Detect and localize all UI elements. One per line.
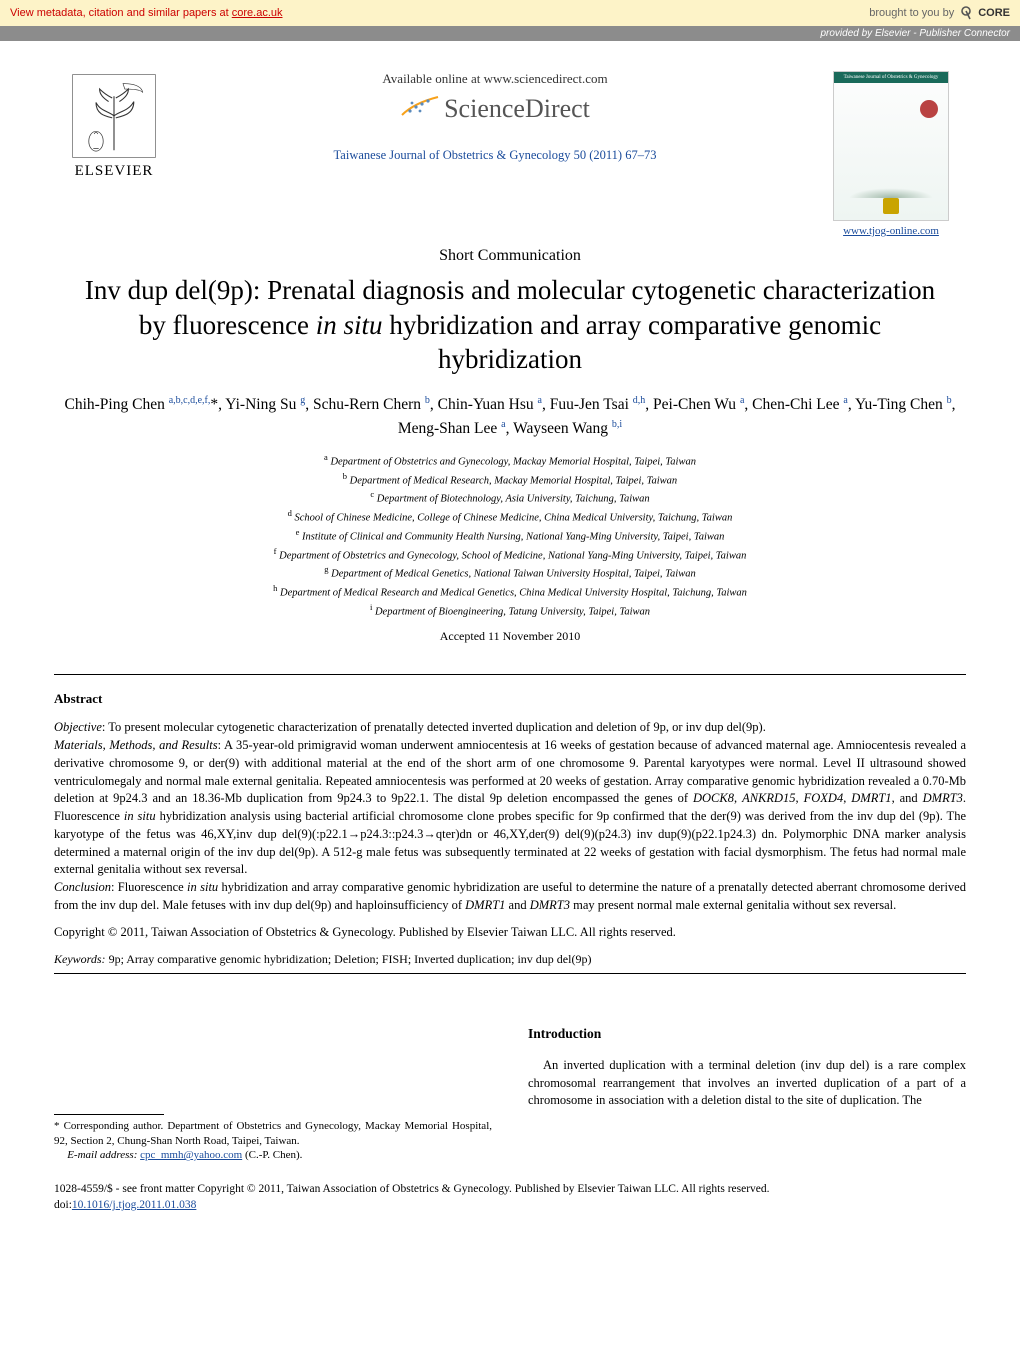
abstract-conclusion-label: Conclusion <box>54 880 111 894</box>
tjog-link: www.tjog-online.com <box>816 225 966 237</box>
core-banner-left: View metadata, citation and similar pape… <box>10 7 283 19</box>
provided-link[interactable]: Elsevier - Publisher Connector <box>875 28 1010 39</box>
page: ELSEVIER Available online at www.science… <box>0 41 1020 1253</box>
bottom-info: 1028-4559/$ - see front matter Copyright… <box>54 1181 966 1213</box>
footnote-email-link[interactable]: cpc_mmh@yahoo.com <box>140 1149 242 1161</box>
tjog-url[interactable]: www.tjog-online.com <box>843 225 939 237</box>
sciencedirect-swoosh-icon <box>400 93 440 121</box>
journal-citation: Taiwanese Journal of Obstetrics & Gyneco… <box>174 148 816 163</box>
header-right: Taiwanese Journal of Obstetrics & Gyneco… <box>816 71 966 237</box>
article-type: Short Communication <box>54 247 966 265</box>
header-center: Available online at www.sciencedirect.co… <box>174 71 816 163</box>
elsevier-tree-icon <box>69 71 159 161</box>
affiliation-text: Institute of Clinical and Community Heal… <box>302 531 724 542</box>
affiliation: e Institute of Clinical and Community He… <box>54 526 966 545</box>
affiliation-text: Department of Medical Genetics, National… <box>331 569 696 580</box>
footnote-email-line: E-mail address: cpc_mmh@yahoo.com (C.-P.… <box>54 1148 492 1163</box>
core-brand: CORE <box>978 7 1010 19</box>
two-column-body: * Corresponding author. Department of Ob… <box>54 1024 966 1164</box>
footnote-corr: * Corresponding author. Department of Ob… <box>54 1119 492 1149</box>
abstract-objective-label: Objective <box>54 720 102 734</box>
affiliation-text: Department of Bioengineering, Tatung Uni… <box>375 606 650 617</box>
abstract-copyright: Copyright © 2011, Taiwan Association of … <box>54 925 966 940</box>
affiliation: f Department of Obstetrics and Gynecolog… <box>54 545 966 564</box>
divider <box>54 674 966 675</box>
cover-badge-icon <box>883 198 899 214</box>
affiliation-text: Department of Biotechnology, Asia Univer… <box>377 494 650 505</box>
affiliation: a Department of Obstetrics and Gynecolog… <box>54 451 966 470</box>
core-brought-text: brought to you by <box>869 7 954 19</box>
core-banner: View metadata, citation and similar pape… <box>0 0 1020 26</box>
abstract-objective: : To present molecular cytogenetic chara… <box>102 720 766 734</box>
footnote-divider <box>54 1114 164 1115</box>
core-banner-text: View metadata, citation and similar pape… <box>10 7 232 19</box>
authors-list: Chih-Ping Chen a,b,c,d,e,f,*, Yi-Ning Su… <box>54 393 966 441</box>
header-row: ELSEVIER Available online at www.science… <box>54 71 966 237</box>
accepted-date: Accepted 11 November 2010 <box>54 629 966 644</box>
affiliations-list: a Department of Obstetrics and Gynecolog… <box>54 451 966 619</box>
abstract-body: Objective: To present molecular cytogene… <box>54 719 966 914</box>
cover-dot-icon <box>920 100 938 118</box>
sciencedirect-logo: ScienceDirect <box>400 93 590 124</box>
core-link[interactable]: core.ac.uk <box>232 7 283 19</box>
affiliation-text: Department of Obstetrics and Gynecology,… <box>279 550 746 561</box>
journal-cover-thumb: Taiwanese Journal of Obstetrics & Gyneco… <box>833 71 949 221</box>
keywords-text: 9p; Array comparative genomic hybridizat… <box>106 952 592 966</box>
introduction-p1: An inverted duplication with a terminal … <box>528 1057 966 1110</box>
corresponding-footnote: * Corresponding author. Department of Ob… <box>54 1119 492 1164</box>
affiliation: h Department of Medical Research and Med… <box>54 582 966 601</box>
core-banner-right: brought to you by CORE <box>869 5 1010 21</box>
affiliation-text: Department of Medical Research, Mackay M… <box>350 475 678 486</box>
footnote-email-tail: (C.-P. Chen). <box>242 1149 302 1161</box>
affiliation-text: Department of Obstetrics and Gynecology,… <box>330 456 696 467</box>
doi-label: doi: <box>54 1199 72 1211</box>
keywords-label: Keywords: <box>54 952 106 966</box>
available-online-text: Available online at www.sciencedirect.co… <box>174 71 816 87</box>
affiliation: b Department of Medical Research, Mackay… <box>54 470 966 489</box>
affiliation-text: School of Chinese Medicine, College of C… <box>295 513 733 524</box>
affiliation: c Department of Biotechnology, Asia Univ… <box>54 488 966 507</box>
keywords-line: Keywords: 9p; Array comparative genomic … <box>54 952 966 967</box>
publisher-logo-block: ELSEVIER <box>54 71 174 180</box>
abstract-conclusion: : Fluorescence in situ hybridization and… <box>54 880 966 912</box>
abstract-materials: : A 35-year-old primigravid woman underw… <box>54 738 966 876</box>
affiliation-text: Department of Medical Research and Medic… <box>280 588 747 599</box>
abstract-materials-label: Materials, Methods, and Results <box>54 738 218 752</box>
footnote-email-label: E-mail address: <box>67 1149 140 1161</box>
right-column: Introduction An inverted duplication wit… <box>528 1024 966 1164</box>
cover-wave-icon <box>834 176 948 198</box>
affiliation: i Department of Bioengineering, Tatung U… <box>54 601 966 620</box>
affiliation: d School of Chinese Medicine, College of… <box>54 507 966 526</box>
provided-bar: provided by Elsevier - Publisher Connect… <box>0 26 1020 41</box>
introduction-heading: Introduction <box>528 1024 966 1043</box>
doi-line: doi:10.1016/j.tjog.2011.01.038 <box>54 1197 966 1213</box>
cover-title: Taiwanese Journal of Obstetrics & Gyneco… <box>834 72 948 83</box>
elsevier-wordmark: ELSEVIER <box>75 163 154 180</box>
affiliation: g Department of Medical Genetics, Nation… <box>54 563 966 582</box>
sciencedirect-text: ScienceDirect <box>444 94 590 123</box>
provided-pre: provided by <box>820 28 874 39</box>
article-title: Inv dup del(9p): Prenatal diagnosis and … <box>80 273 940 377</box>
journal-citation-link[interactable]: Taiwanese Journal of Obstetrics & Gyneco… <box>334 148 657 162</box>
left-column: * Corresponding author. Department of Ob… <box>54 1024 492 1164</box>
doi-link[interactable]: 10.1016/j.tjog.2011.01.038 <box>72 1199 196 1211</box>
front-matter-line: 1028-4559/$ - see front matter Copyright… <box>54 1181 966 1197</box>
core-logo-icon <box>958 5 974 21</box>
abstract-heading: Abstract <box>54 691 966 707</box>
divider <box>54 973 966 974</box>
